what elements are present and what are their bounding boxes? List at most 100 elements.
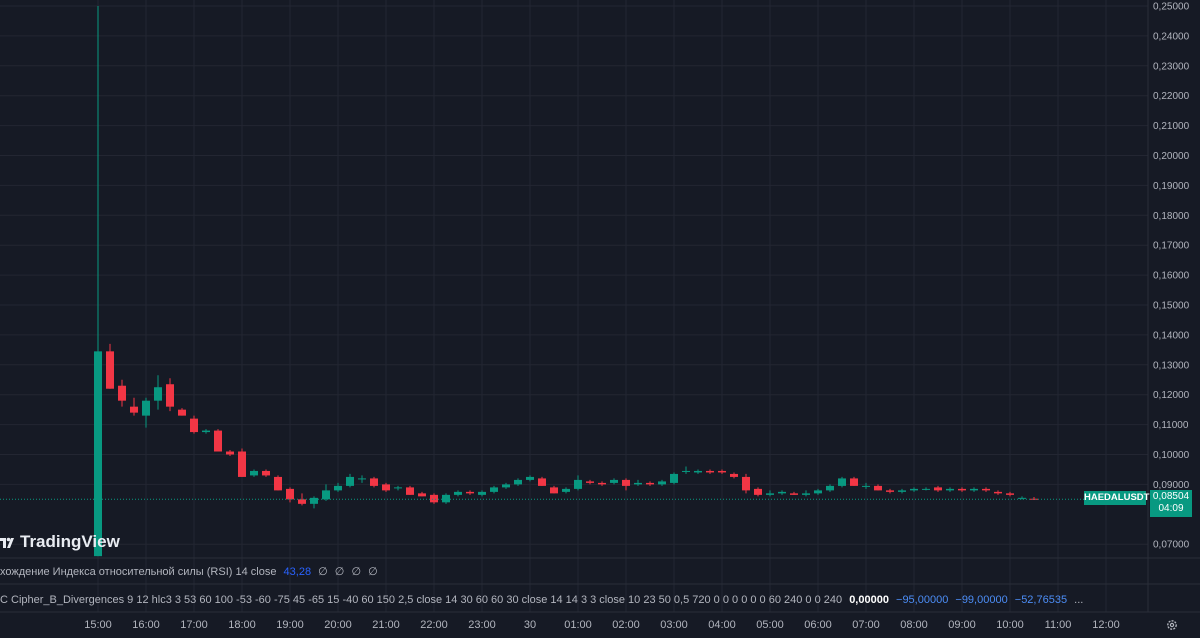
candle: [370, 476, 378, 488]
candle-body: [634, 482, 642, 485]
candle-body: [418, 493, 426, 497]
price-tick-label: 0,22000: [1153, 91, 1190, 102]
price-tick-label: 0,19000: [1153, 181, 1190, 192]
price-tick-label: 0,11000: [1153, 420, 1189, 431]
candle: [838, 476, 846, 488]
candle: [442, 493, 450, 504]
candle: [622, 478, 630, 491]
candle-body: [946, 488, 954, 491]
candle: [706, 469, 714, 474]
rsi-legend[interactable]: хождение Индекса относительной силы (RSI…: [0, 563, 382, 581]
candle-body: [934, 487, 942, 491]
candle-body: [514, 479, 522, 485]
candle: [742, 473, 750, 494]
rsi-extra-value: ∅: [334, 566, 345, 578]
candle: [346, 473, 354, 488]
candle-body: [118, 385, 126, 401]
candle-body: [886, 490, 894, 492]
time-tick-label: 04:00: [708, 619, 736, 631]
candle: [682, 466, 690, 474]
candle: [178, 408, 186, 416]
price-axis[interactable]: 0,25000 0,24000 0,23000 0,22000 0,21000 0,200…: [1153, 2, 1190, 551]
candle: [874, 484, 882, 491]
candle-body: [718, 470, 726, 473]
candle-body: [526, 476, 534, 480]
price-tick-label: 0,17000: [1153, 241, 1190, 252]
candle: [694, 469, 702, 474]
price-tick-label: 0,12000: [1153, 390, 1190, 401]
candle: [718, 469, 726, 474]
candle-body: [742, 476, 750, 491]
candle-body: [298, 499, 306, 504]
price-tick-label: 0,09000: [1153, 480, 1190, 491]
candle: [598, 481, 606, 486]
candle-body: [250, 470, 258, 476]
time-tick-label: 03:00: [660, 619, 688, 631]
rsi-extra-value: ∅: [318, 566, 328, 578]
tradingview-logo: TradingView: [0, 529, 120, 555]
time-tick-label: 20:00: [324, 619, 352, 631]
time-tick-label: 16:00: [132, 619, 160, 631]
candle: [586, 479, 594, 485]
price-tick-label: 0,23000: [1153, 61, 1190, 72]
candle-body: [322, 490, 330, 500]
candle: [790, 491, 798, 495]
candle: [94, 6, 102, 557]
candle: [274, 475, 282, 491]
rsi-value: 43,28: [283, 566, 312, 578]
candle-body: [394, 487, 402, 489]
candle-body: [898, 490, 906, 492]
candle: [910, 487, 918, 492]
candle-body: [490, 487, 498, 492]
candle-body: [826, 485, 834, 491]
candle-body: [958, 488, 966, 491]
candle-body: [94, 351, 102, 557]
candle: [658, 479, 666, 486]
cipher-value: 0,00000: [849, 594, 889, 606]
ticker-badge: HAEDALUSDT: [1084, 491, 1150, 505]
candle-body: [334, 485, 342, 491]
candle-body: [598, 482, 606, 485]
candle: [826, 484, 834, 492]
pane-separators: [0, 0, 1200, 613]
cipher-label: C Cipher_B_Divergences 9 12 hlc3 3 53 60…: [0, 594, 843, 606]
candle: [466, 490, 474, 495]
candle: [526, 475, 534, 482]
candle: [730, 472, 738, 479]
cipher-value: −52,76535: [1014, 594, 1068, 606]
candle: [850, 476, 858, 486]
candle-body: [994, 491, 1002, 494]
chart-settings-button[interactable]: [1163, 616, 1181, 634]
time-axis[interactable]: 15:00 16:00 17:00 18:00 19:00 20:00 21:00 22:00…: [84, 619, 1120, 631]
tradingview-logo-text: TradingView: [20, 532, 120, 551]
candle: [610, 478, 618, 485]
cipher-overflow[interactable]: ...: [1074, 594, 1084, 606]
candle: [154, 375, 162, 410]
candle-body: [874, 485, 882, 491]
candle-body: [982, 488, 990, 491]
candle: [970, 487, 978, 492]
candle-body: [838, 478, 846, 486]
candle: [418, 491, 426, 497]
candle-body: [190, 418, 198, 433]
candle-body: [922, 488, 930, 490]
candle-body: [754, 488, 762, 495]
candle-body: [766, 493, 774, 495]
candle-body: [550, 487, 558, 494]
candle-body: [454, 491, 462, 495]
candle: [250, 469, 258, 477]
candle-body: [310, 497, 318, 504]
time-tick-label: 08:00: [900, 619, 928, 631]
candle: [922, 487, 930, 491]
candle: [238, 448, 246, 477]
time-tick-label: 19:00: [276, 619, 304, 631]
cipher-legend[interactable]: C Cipher_B_Divergences 9 12 hlc3 3 53 60…: [0, 591, 1087, 609]
candle: [382, 482, 390, 492]
candle-body: [466, 491, 474, 494]
time-tick-label: 15:00: [84, 619, 112, 631]
candle-body: [538, 478, 546, 486]
candle-body: [862, 485, 870, 487]
tradingview-logo-icon: [0, 537, 14, 548]
candle: [226, 450, 234, 456]
